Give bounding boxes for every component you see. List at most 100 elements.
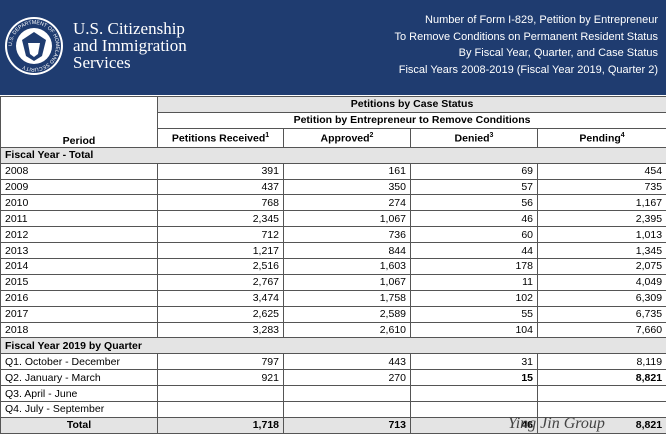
value-cell [284,386,411,402]
section-title: Fiscal Year - Total [1,147,666,163]
period-cell: 2014 [1,259,158,275]
value-cell: 102 [411,290,538,306]
value-cell: 443 [284,354,411,370]
value-cell: 4,049 [538,274,666,290]
column-label: Approved [321,132,370,144]
data-table: Period Petitions by Case Status Petition… [0,96,666,434]
value-cell [158,402,284,418]
value-cell: 3,474 [158,290,284,306]
section-row: Fiscal Year 2019 by Quarter [1,338,666,354]
agency-line: U.S. Citizenship [73,20,187,37]
agency-line: Services [73,54,187,71]
value-cell: 1,067 [284,274,411,290]
subgroup-header: Petition by Entrepreneur to Remove Condi… [158,112,666,128]
value-cell: 2,516 [158,259,284,275]
column-header: Approved2 [284,128,411,147]
value-cell: 2,767 [158,274,284,290]
value-cell: 57 [411,179,538,195]
value-cell: 6,735 [538,306,666,322]
value-cell: 1,167 [538,195,666,211]
title-line: By Fiscal Year, Quarter, and Case Status [394,45,658,62]
value-cell: 31 [411,354,538,370]
value-cell: 270 [284,370,411,386]
column-label: Denied [455,132,490,144]
value-cell: 55 [411,306,538,322]
value-cell: 2,075 [538,259,666,275]
period-cell: 2009 [1,179,158,195]
value-cell: 1,217 [158,243,284,259]
column-label: Pending [579,132,620,144]
value-cell: 8,821 [538,370,666,386]
value-cell: 735 [538,179,666,195]
value-cell: 2,395 [538,211,666,227]
value-cell [538,386,666,402]
value-cell: 2,610 [284,322,411,338]
value-cell: 768 [158,195,284,211]
value-cell: 7,660 [538,322,666,338]
column-header: Denied3 [411,128,538,147]
period-cell: 2018 [1,322,158,338]
footnote-mark: 1 [265,132,269,139]
period-cell: 2015 [1,274,158,290]
title-line: Fiscal Years 2008-2019 (Fiscal Year 2019… [394,62,658,79]
value-cell: 60 [411,227,538,243]
value-cell: 1,345 [538,243,666,259]
group-header: Petitions by Case Status [158,97,666,113]
value-cell: 69 [411,163,538,179]
period-cell: Q4. July - September [1,402,158,418]
period-cell: 2012 [1,227,158,243]
period-header: Period [1,97,158,148]
value-cell [284,402,411,418]
value-cell: 712 [158,227,284,243]
value-cell: 1,603 [284,259,411,275]
period-cell: Q1. October - December [1,354,158,370]
header: U.S. DEPARTMENT OF HOMELAND SECURITY U.S… [0,0,666,95]
value-cell: 178 [411,259,538,275]
period-cell: 2013 [1,243,158,259]
value-cell: 2,625 [158,306,284,322]
period-cell: Q3. April - June [1,386,158,402]
footnote-mark: 2 [370,132,374,139]
period-cell: 2010 [1,195,158,211]
value-cell: 736 [284,227,411,243]
agency-name: U.S. Citizenship and Immigration Service… [73,20,187,71]
value-cell: 44 [411,243,538,259]
value-cell: 161 [284,163,411,179]
period-cell: 2011 [1,211,158,227]
value-cell: 797 [158,354,284,370]
value-cell: 350 [284,179,411,195]
value-cell: 1,067 [284,211,411,227]
watermark: Ying Jin Group [508,416,605,432]
period-cell: 2008 [1,163,158,179]
value-cell: 921 [158,370,284,386]
value-cell: 8,119 [538,354,666,370]
value-cell: 2,345 [158,211,284,227]
period-cell: Q2. January - March [1,370,158,386]
value-cell: 437 [158,179,284,195]
title-line: To Remove Conditions on Permanent Reside… [394,29,658,46]
value-cell [158,386,284,402]
value-cell: 46 [411,211,538,227]
section-row: Fiscal Year - Total [1,147,666,163]
title-line: Number of Form I-829, Petition by Entrep… [394,12,658,29]
value-cell: 3,283 [158,322,284,338]
value-cell: 2,589 [284,306,411,322]
column-header: Petitions Received1 [158,128,284,147]
value-cell: 391 [158,163,284,179]
report-title: Number of Form I-829, Petition by Entrep… [394,12,658,78]
table-row: Q3. April - June [1,386,666,402]
value-cell: 1,758 [284,290,411,306]
